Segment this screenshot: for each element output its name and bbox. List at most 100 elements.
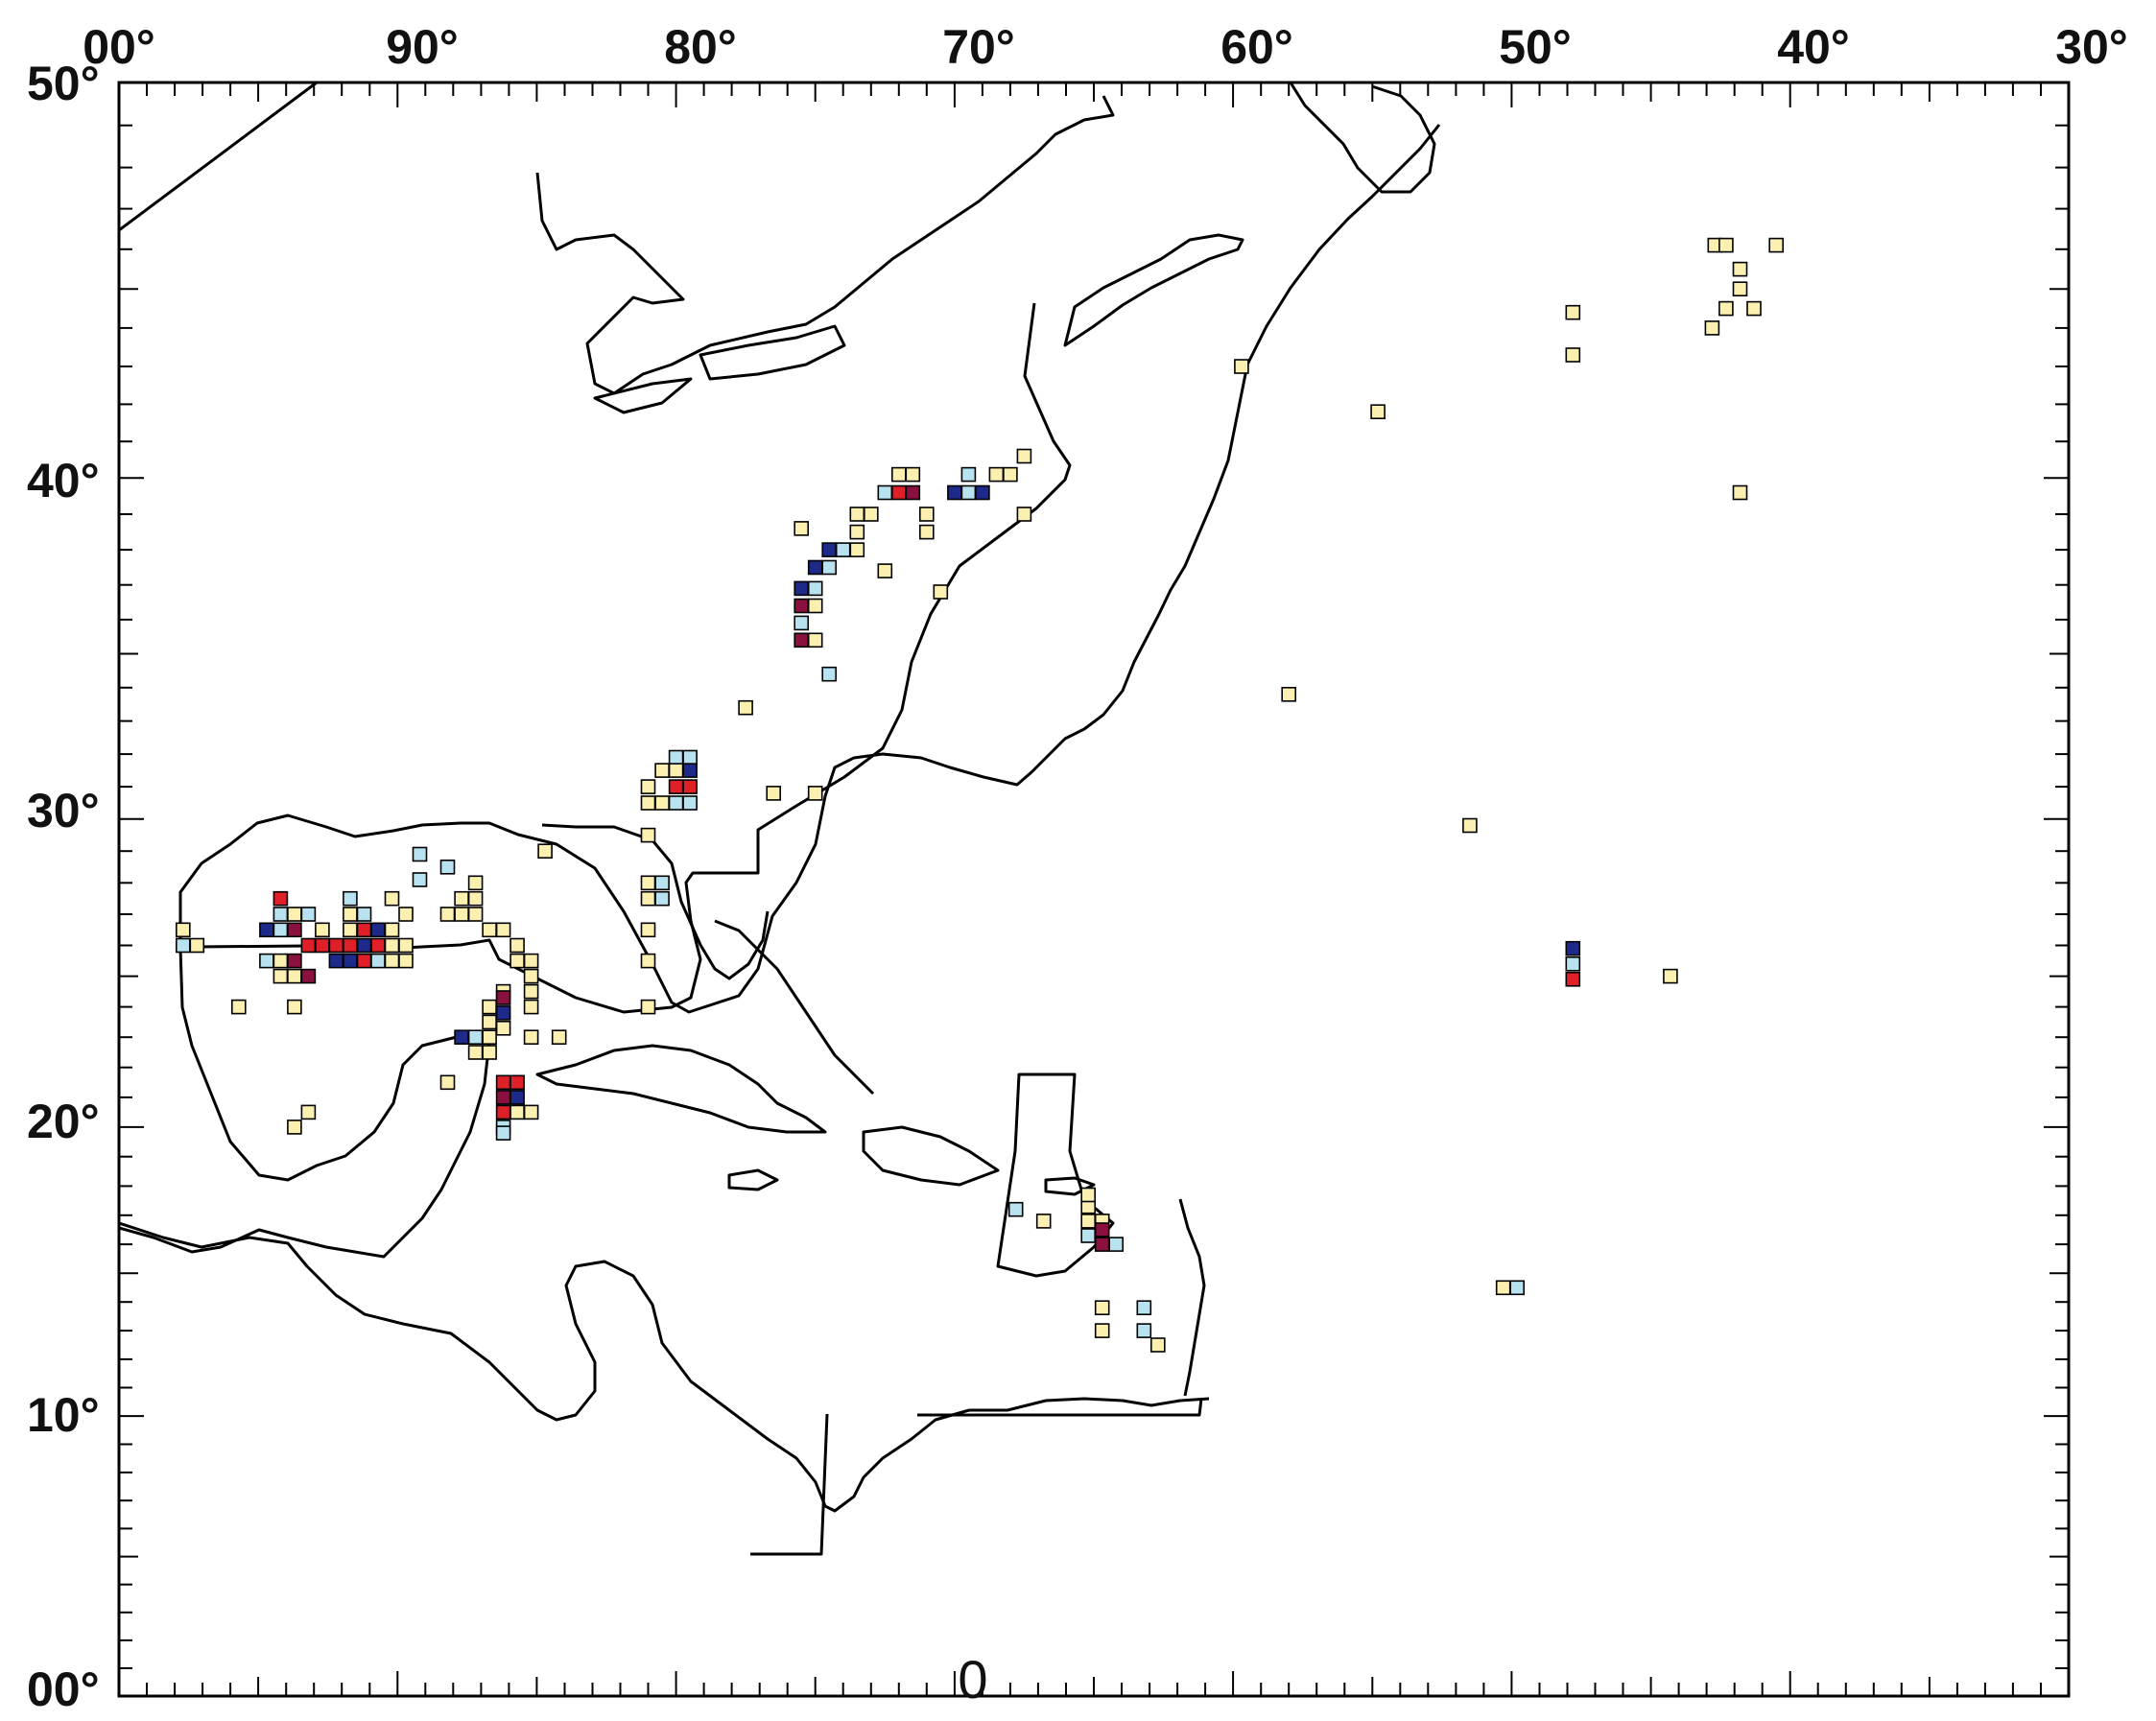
- data-cell-pale-yellow-99: [343, 922, 358, 938]
- data-cell-pale-yellow-141: [482, 1045, 497, 1060]
- central-america-outline: [118, 1221, 1210, 1513]
- data-cell-pale-yellow-130: [189, 937, 205, 954]
- data-cell-dark-blue-32: [821, 542, 838, 557]
- data-cell-light-blue-170: [1136, 1323, 1152, 1338]
- data-cell-pale-yellow-83: [509, 937, 525, 954]
- data-cell-pale-yellow-57: [640, 779, 656, 794]
- data-cell-red-111: [315, 937, 330, 954]
- diagonal-boundary-line: [118, 81, 318, 232]
- data-cell-pale-yellow-136: [495, 1021, 511, 1036]
- data-cell-pale-yellow-52: [654, 763, 670, 778]
- top-label-70w: 70°: [942, 20, 1015, 74]
- data-cell-red-115: [272, 890, 289, 907]
- data-cell-pale-yellow-82: [495, 922, 511, 938]
- nova-scotia-outline: [1063, 233, 1244, 347]
- eez-line-south: [917, 1398, 1203, 1417]
- data-cell-light-blue-173: [1565, 955, 1581, 972]
- data-cell-light-blue-53: [668, 749, 684, 766]
- data-cell-light-blue-68: [654, 890, 670, 907]
- data-cell-light-blue-121: [259, 953, 274, 969]
- data-cell-pale-yellow-26: [918, 507, 935, 522]
- eez-line-caribbean: [750, 1413, 829, 1556]
- data-cell-pale-yellow-46: [794, 521, 810, 536]
- data-cell-pale-yellow-144: [551, 1029, 567, 1045]
- data-cell-light-blue-35: [821, 559, 838, 576]
- map-frame: [117, 81, 2071, 1698]
- data-cell-light-blue-117: [272, 907, 289, 922]
- data-cell-pale-yellow-14: [1003, 466, 1018, 483]
- data-cell-pale-yellow-18: [905, 466, 921, 483]
- cuba-outline: [535, 1044, 827, 1134]
- data-cell-red-20: [890, 484, 907, 501]
- newfoundland-outline: [1289, 82, 1436, 194]
- left-label-40n: 40°: [27, 454, 100, 507]
- data-cell-maroon-122: [287, 953, 302, 969]
- data-cell-dark-blue-56: [682, 763, 698, 778]
- great-lakes-outline: [535, 95, 1115, 395]
- data-cell-pale-yellow-11: [1370, 404, 1386, 420]
- data-cell-light-blue-108: [370, 953, 386, 969]
- data-cell-pale-yellow-85: [523, 953, 539, 969]
- data-cell-pale-yellow-36: [877, 563, 893, 578]
- data-cell-pale-yellow-12: [1732, 484, 1748, 501]
- left-label-0n: 00°: [27, 1662, 100, 1716]
- data-cell-pale-yellow-3: [1732, 261, 1748, 277]
- data-cell-maroon-134: [495, 990, 511, 1005]
- data-cell-pale-yellow-65: [640, 875, 656, 891]
- top-label-50w: 50°: [1499, 20, 1572, 74]
- left-axis-labels: 50° 40° 30° 20° 10° 00°: [27, 57, 100, 1716]
- data-cell-red-97: [356, 922, 372, 938]
- data-cell-red-59: [682, 779, 698, 794]
- data-cell-pale-yellow-15: [988, 466, 1005, 483]
- data-cell-light-blue-62: [668, 795, 684, 811]
- data-cell-red-146: [495, 1074, 511, 1091]
- data-cell-dark-blue-25: [975, 484, 990, 501]
- data-cell-red-112: [300, 937, 317, 954]
- data-cell-maroon-21: [905, 484, 921, 501]
- data-cell-pale-yellow-151: [509, 1104, 525, 1120]
- data-cell-pale-yellow-156: [300, 1104, 317, 1120]
- data-cell-pale-yellow-110: [398, 953, 414, 969]
- data-cell-pale-yellow-78: [439, 907, 456, 922]
- data-cell-maroon-148: [495, 1090, 511, 1105]
- data-cell-pale-yellow-8: [1565, 304, 1581, 320]
- data-cell-maroon-164: [1094, 1237, 1110, 1252]
- data-cell-light-blue-54: [682, 749, 698, 766]
- data-cell-pale-yellow-33: [849, 542, 865, 557]
- data-cell-red-107: [356, 953, 372, 969]
- data-cell-light-blue-96: [343, 890, 358, 907]
- data-cell-pale-yellow-13: [1016, 448, 1032, 464]
- top-axis-labels: 00° 90° 80° 70° 60° 50° 40° 30°: [83, 20, 2128, 74]
- data-cell-red-58: [668, 779, 684, 794]
- data-cell-light-blue-39: [807, 580, 823, 597]
- data-cell-light-blue-165: [1108, 1237, 1124, 1252]
- data-cell-pale-yellow-94: [343, 907, 358, 922]
- data-cell-pale-yellow-92: [384, 890, 400, 907]
- data-cell-pale-yellow-161: [1080, 1214, 1096, 1229]
- data-cell-pale-yellow-47: [738, 699, 753, 716]
- data-cell-pale-yellow-116: [287, 907, 302, 922]
- hispaniola-outline: [862, 1125, 1000, 1187]
- tick-marks: [118, 82, 2070, 1697]
- data-cell-pale-yellow-125: [272, 968, 289, 984]
- data-cell-light-blue-74: [439, 859, 456, 875]
- left-label-20n: 20°: [27, 1095, 100, 1148]
- data-cell-pale-yellow-17: [890, 466, 907, 483]
- data-cell-dark-blue-34: [807, 559, 823, 576]
- data-cell-pale-yellow-37: [933, 584, 949, 600]
- data-cell-pale-yellow-93: [384, 922, 400, 938]
- data-cell-light-blue-177: [1509, 1280, 1525, 1296]
- data-cell-pale-yellow-61: [654, 795, 670, 811]
- eez-line-atlantic: [748, 302, 1072, 875]
- data-cell-pale-yellow-109: [384, 953, 400, 969]
- data-cell-pale-yellow-145: [439, 1074, 456, 1091]
- data-cell-pale-yellow-4: [1732, 281, 1748, 297]
- data-cell-pale-yellow-129: [176, 922, 191, 938]
- lake-outline: [699, 324, 846, 381]
- data-cell-pale-yellow-81: [482, 922, 497, 938]
- top-label-30w: 30°: [2055, 20, 2128, 74]
- coastline-layer: [118, 81, 1441, 1556]
- data-cell-light-blue-19: [877, 484, 893, 501]
- data-cell-dark-blue-23: [947, 484, 962, 501]
- lake-erie-outline: [593, 377, 693, 414]
